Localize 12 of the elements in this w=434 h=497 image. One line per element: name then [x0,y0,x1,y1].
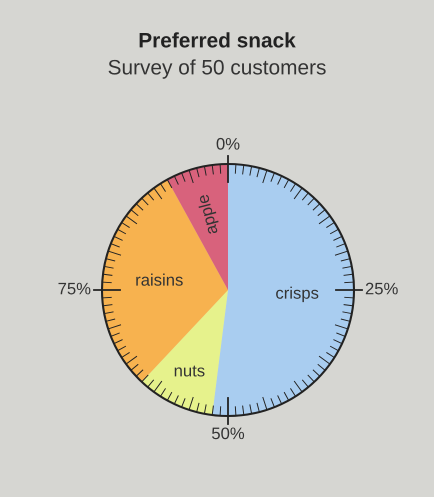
slice-label: raisins [136,274,183,286]
slice-label: nuts [174,366,205,377]
chart-title: Preferred snack [140,32,296,48]
slice-label: apple [196,193,221,236]
text: 25% [366,282,398,294]
text: 75% [58,282,90,294]
pie-slice [102,180,228,382]
chart-subtitle: Survey of 50 customers [108,59,326,79]
pie-slice [142,290,228,416]
text: 0% [216,138,240,150]
text: 50% [212,427,244,440]
slice-label: crisps [276,286,318,302]
